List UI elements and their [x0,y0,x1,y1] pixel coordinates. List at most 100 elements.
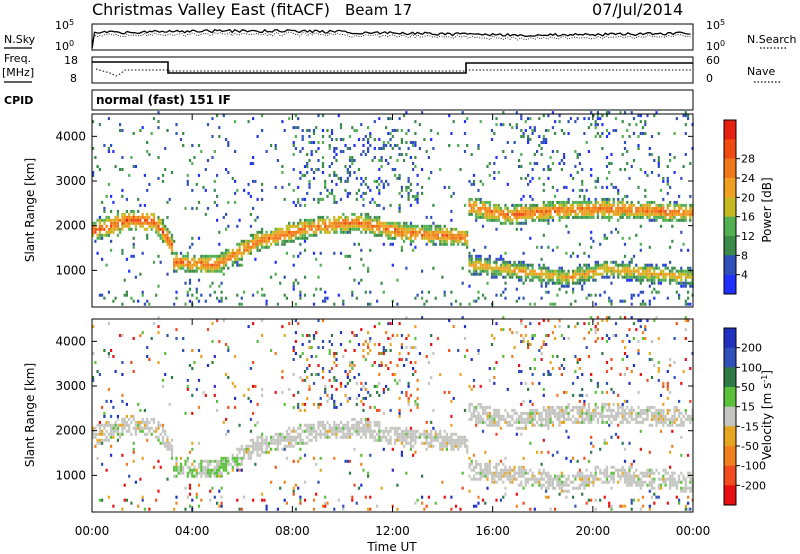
power-cell [680,281,683,285]
power-cell [497,209,500,213]
power-cell [585,272,588,276]
power-cell [389,156,392,159]
velocity-cell [107,495,110,499]
velocity-cell [524,420,527,424]
velocity-cell [146,346,149,349]
power-cell [538,144,541,147]
power-cell [252,206,255,210]
power-cell [441,236,444,240]
power-cell [261,188,264,192]
power-cell [619,272,622,276]
velocity-cell [335,352,338,355]
velocity-cell [96,456,99,460]
velocity-cell [524,477,527,481]
velocity-cell [475,414,478,418]
power-cell [321,221,325,225]
velocity-cell [315,331,318,335]
velocity-cell [348,364,352,367]
velocity-cell [551,420,554,424]
velocity-cell [576,358,579,361]
power-cell [450,218,453,222]
power-cell [123,218,126,222]
power-cell [452,120,455,124]
power-cell [628,236,631,240]
power-cell [678,206,681,210]
velocity-cell [101,432,104,436]
power-cell [623,141,627,144]
velocity-cell [542,373,545,376]
power-cell [229,254,232,258]
velocity-cell [459,373,462,376]
velocity-cell [427,495,430,499]
velocity-cell [285,432,288,436]
power-cell [520,212,523,216]
power-cell [218,126,221,130]
power-cell [608,209,611,213]
power-cell [536,272,539,276]
velocity-cell [191,367,194,370]
power-cell [202,263,205,267]
power-cell [344,221,347,225]
velocity-cell [421,316,424,320]
power-cell [531,218,534,222]
power-cell [619,168,622,171]
power-cell [533,203,536,207]
velocity-cell [531,471,534,475]
power-cell [166,227,169,231]
power-cell [98,230,101,234]
velocity-cell [518,364,521,367]
power-cell [427,290,430,294]
velocity-cell [412,432,415,436]
power-cell [520,165,523,168]
power-cell [508,263,512,267]
velocity-cell [94,361,97,364]
power-cell [655,266,658,270]
power-cell [529,302,532,306]
power-cell [659,206,663,210]
velocity-cell [538,468,541,472]
power-cell [292,221,295,225]
power-cell [551,272,554,276]
power-cell [515,275,518,279]
power-cell [493,132,496,135]
velocity-cell [357,423,361,427]
velocity-cell [281,438,284,442]
power-cell [98,123,101,127]
power-cell [576,269,579,273]
velocity-cell [222,319,225,323]
power-cell [520,260,523,264]
power-cell [398,209,401,213]
power-cell [626,278,629,282]
power-cell [653,296,656,300]
power-cell [306,230,309,234]
velocity-cell [294,483,297,487]
power-cell [310,150,313,153]
power-cell [107,227,110,231]
velocity-cell [499,426,503,430]
cpid-label: CPID [4,94,33,107]
power-cell [132,165,135,168]
power-cell [578,162,581,165]
power-cell [518,212,521,216]
velocity-cell [98,373,101,376]
power-cell [132,245,135,249]
velocity-cell [547,474,550,478]
velocity-cell [367,423,370,427]
power-cell [628,278,631,282]
power-cell [632,203,636,207]
velocity-cell [227,471,230,475]
power-cell [648,147,651,150]
power-cell [159,227,162,231]
velocity-cell [213,474,216,478]
power-cell [605,185,609,189]
power-cell [225,263,228,267]
power-cell [585,206,588,210]
velocity-cell [468,465,471,469]
velocity-cell [188,364,192,367]
power-cell [148,153,151,156]
velocity-cell [470,387,473,391]
velocity-cell [220,465,223,469]
power-cell [524,206,527,210]
power-cell [605,129,609,132]
power-cell [585,263,588,267]
